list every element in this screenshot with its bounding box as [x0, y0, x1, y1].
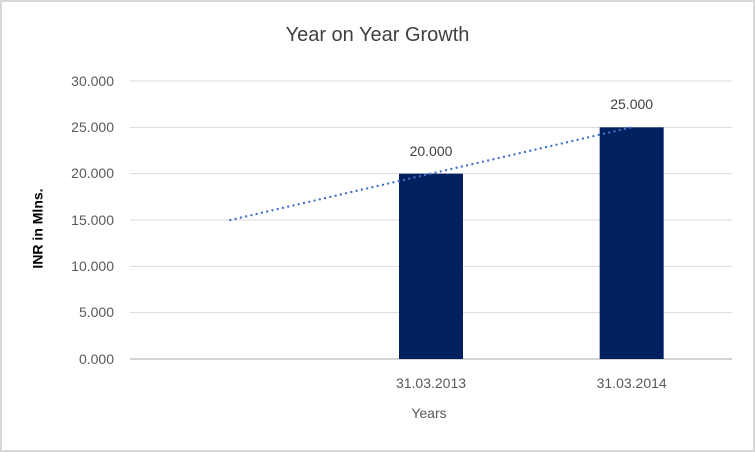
- bar: [599, 127, 664, 359]
- bar: [399, 173, 463, 359]
- y-tick-label: 20.000: [71, 165, 114, 182]
- x-category-label: 31.03.2014: [596, 375, 667, 391]
- y-tick-label: 30.000: [71, 72, 114, 89]
- chart-title: Year on Year Growth: [285, 24, 470, 46]
- bar-data-label: 25.000: [610, 96, 654, 113]
- bar-data-label: 20.000: [409, 142, 453, 159]
- x-axis-title: Years: [411, 405, 447, 421]
- y-tick-label: 10.000: [71, 257, 114, 274]
- y-tick-label: 5.000: [78, 304, 114, 321]
- y-axis-title: INR in Mlns.: [29, 188, 46, 269]
- y-tick-label: 25.000: [71, 118, 114, 135]
- trendline: [229, 126, 633, 222]
- x-category-label: 31.03.2013: [395, 375, 467, 391]
- y-tick-label: 0.000: [78, 350, 114, 367]
- y-tick-label: 15.000: [71, 211, 114, 228]
